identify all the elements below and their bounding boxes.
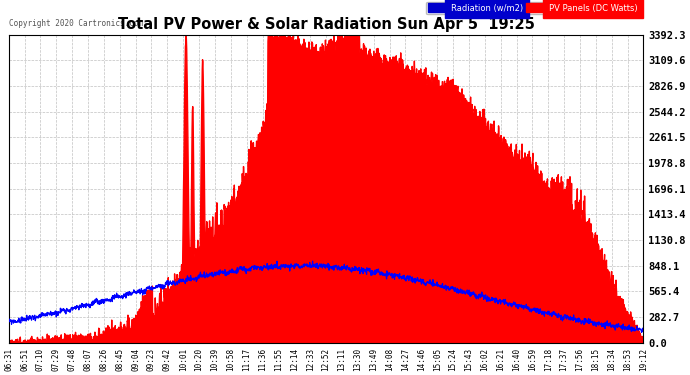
Legend: Radiation (w/m2), PV Panels (DC Watts): Radiation (w/m2), PV Panels (DC Watts) [426, 2, 640, 14]
Text: Copyright 2020 Cartronics.com: Copyright 2020 Cartronics.com [9, 20, 143, 28]
Title: Total PV Power & Solar Radiation Sun Apr 5  19:25: Total PV Power & Solar Radiation Sun Apr… [117, 17, 535, 32]
